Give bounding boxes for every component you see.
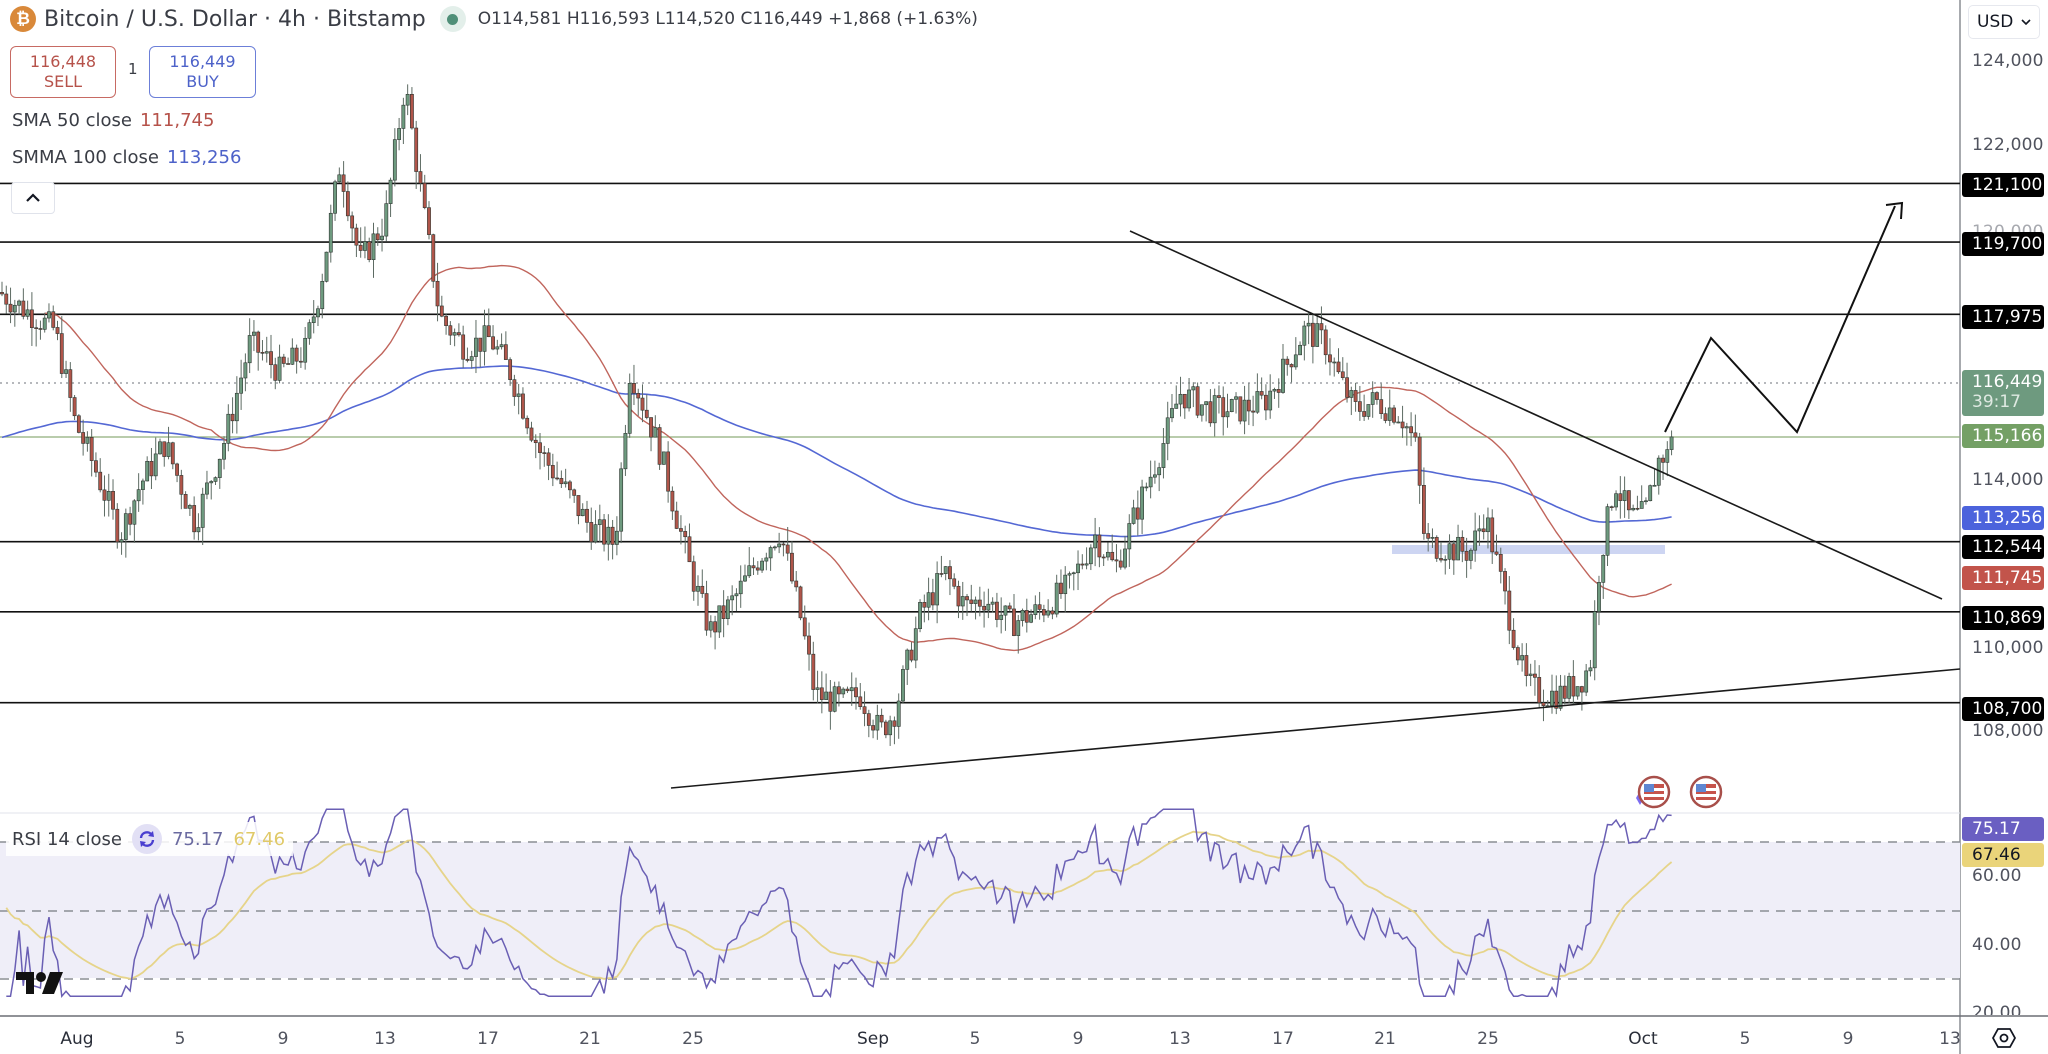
smma100-line — [1, 365, 1672, 538]
rsi-value: 75.17 — [171, 828, 224, 850]
time-tick: 5 — [969, 1029, 981, 1049]
ohlc-change: +1,868 (+1.63%) — [828, 9, 978, 29]
level-tag-green: 115,166 — [1962, 424, 2044, 448]
ascending-trendline — [670, 668, 1961, 789]
rsi-ma-line — [5, 830, 1673, 980]
smma-label: SMMA 100 close — [12, 147, 159, 168]
level-tag: 121,100 — [1962, 173, 2044, 197]
time-tick: 21 — [579, 1029, 601, 1049]
market-status-icon[interactable] — [439, 6, 466, 32]
smma-price-tag: 113,256 — [1962, 506, 2044, 530]
level-tag: 110,869 — [1962, 606, 2044, 630]
sell-label: SELL — [43, 72, 83, 91]
rsi-tick: 20.00 — [1972, 1003, 2022, 1015]
sma-legend[interactable]: SMA 50 close 111,745 — [12, 110, 214, 131]
refresh-icon[interactable] — [131, 824, 162, 854]
sma-value: 111,745 — [139, 110, 215, 131]
time-tick: Aug — [60, 1029, 94, 1049]
rsi-line — [6, 808, 1672, 999]
smma-legend[interactable]: SMMA 100 close 113,256 — [12, 147, 241, 168]
time-tick: Oct — [1628, 1029, 1658, 1049]
symbol-header: ₿ Bitcoin / U.S. Dollar · 4h · Bitstamp … — [10, 6, 978, 32]
rsi-label: RSI 14 close — [12, 828, 122, 850]
time-tick: 17 — [477, 1029, 499, 1049]
rsi-value-tag: 75.17 — [1962, 817, 2044, 841]
candlesticks — [0, 84, 1674, 746]
tradingview-logo-icon[interactable] — [16, 970, 66, 996]
sell-button[interactable]: 116,448 SELL — [10, 46, 116, 98]
chevron-up-icon — [26, 193, 40, 202]
time-tick: 25 — [1477, 1029, 1499, 1049]
bar-countdown: 39:17 — [1972, 392, 2021, 412]
bitcoin-icon: ₿ — [10, 6, 36, 32]
order-quantity[interactable]: 1 — [128, 60, 138, 78]
arrowhead-icon — [1885, 201, 1904, 220]
chevron-down-icon — [2021, 19, 2031, 25]
time-tick: 9 — [277, 1029, 289, 1049]
descending-trendline — [1129, 230, 1943, 600]
level-tag: 108,700 — [1962, 697, 2044, 721]
current-price: 116,449 — [1972, 372, 2043, 392]
projection-arrow — [1664, 205, 1896, 434]
time-tick: 5 — [1739, 1029, 1751, 1049]
currency-select[interactable]: USD — [1968, 5, 2040, 39]
price-tick: 124,000 — [1972, 51, 2044, 71]
ohlc-close: C116,449 — [740, 9, 823, 29]
us-event-flag-icon[interactable] — [1689, 775, 1723, 809]
time-tick: 9 — [1842, 1029, 1854, 1049]
time-tick: 17 — [1272, 1029, 1294, 1049]
highlight-zone — [1392, 545, 1665, 554]
price-tick: 114,000 — [1972, 470, 2044, 490]
symbol-title[interactable]: Bitcoin / U.S. Dollar · 4h · Bitstamp — [44, 6, 426, 32]
level-tag: 117,975 — [1962, 305, 2044, 329]
buy-button[interactable]: 116,449 BUY — [149, 46, 256, 98]
rsi-band — [0, 842, 1960, 978]
time-tick: 13 — [1169, 1029, 1191, 1049]
buy-price: 116,449 — [169, 52, 236, 71]
collapse-legend-button[interactable] — [11, 182, 55, 214]
level-tag: 112,544 — [1962, 535, 2044, 559]
time-tick: 21 — [1374, 1029, 1396, 1049]
settings-gear-icon[interactable] — [1992, 1027, 2016, 1049]
sma-label: SMA 50 close — [12, 110, 132, 131]
ohlc-readout: O114,581 H116,593 L114,520 C116,449 +1,8… — [478, 9, 978, 29]
buy-label: BUY — [186, 72, 219, 91]
horizontal-levels — [0, 182, 1960, 704]
price-tick: 108,000 — [1972, 721, 2044, 741]
ohlc-high: H116,593 — [566, 9, 650, 29]
time-tick: 13 — [1939, 1029, 1961, 1049]
smma-value: 113,256 — [166, 147, 242, 168]
price-tick: 110,000 — [1972, 638, 2044, 658]
rsi-ma-value: 67.46 — [233, 828, 286, 850]
ohlc-low: L114,520 — [655, 9, 736, 29]
time-tick: 25 — [682, 1029, 704, 1049]
rsi-legend[interactable]: RSI 14 close 75.17 67.46 — [6, 822, 294, 856]
rsi-tick: 60.00 — [1972, 866, 2022, 886]
sell-price: 116,448 — [29, 52, 97, 71]
time-tick: Sep — [856, 1029, 890, 1049]
price-tick: 122,000 — [1972, 135, 2044, 155]
level-tag: 119,700 — [1962, 232, 2044, 256]
us-event-flag-icon[interactable] — [1636, 775, 1671, 809]
rsi-ma-value-tag: 67.46 — [1962, 843, 2044, 867]
sma50-line — [44, 264, 1672, 652]
currency-value: USD — [1977, 12, 2014, 32]
time-tick: 13 — [374, 1029, 396, 1049]
time-tick: 9 — [1072, 1029, 1084, 1049]
rsi-tick: 40.00 — [1972, 935, 2022, 955]
sma-price-tag: 111,745 — [1962, 566, 2044, 590]
time-tick: 5 — [174, 1029, 186, 1049]
ohlc-open: O114,581 — [477, 9, 562, 29]
current-price-tag: 116,449 39:17 — [1962, 370, 2044, 416]
